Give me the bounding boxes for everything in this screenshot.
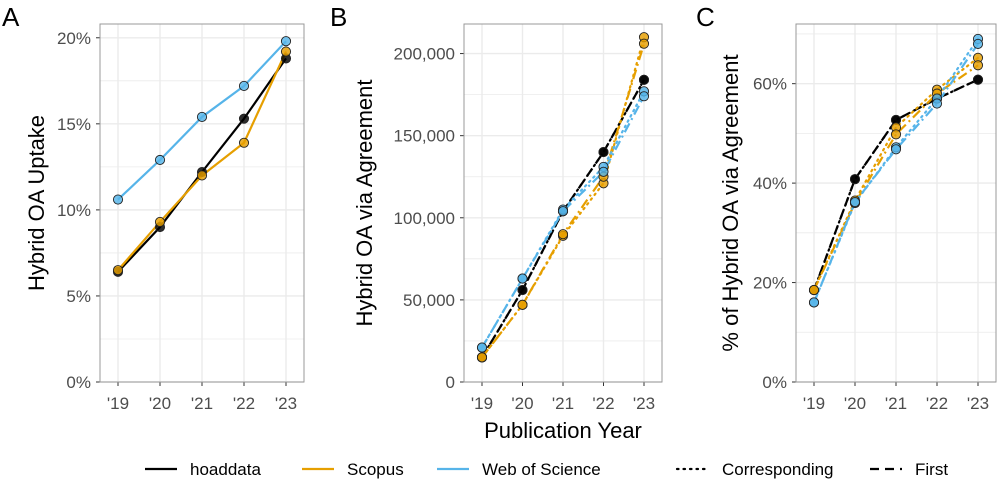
panel-b-point-hoaddata-first-1 [517, 284, 528, 296]
panel-a-x-tick-label: '23 [275, 394, 297, 413]
panel-c-x-tick-label: '19 [803, 394, 825, 413]
panel-c: 0% 20% 40% 60% '19 '20 '21 '22 '23 % of Hybrid OA… [718, 23, 997, 413]
panel-b-x-tick-label: '20 [511, 394, 533, 413]
panel-b-y-tick-label: 150,000 [394, 127, 455, 146]
panel-c-point-hoaddata-first-4 [972, 74, 984, 85]
panel-a-label: A [2, 2, 20, 32]
panel-b-y-tick-label: 50,000 [403, 291, 455, 310]
panel-a-x-tick-label: '21 [191, 394, 213, 413]
panel-a-x-tick-label: '22 [233, 394, 255, 413]
panel-a-frame [99, 23, 305, 383]
panel-c-point-web-of-science-first-2 [890, 144, 902, 155]
panel-c-point-scopus-first-4 [972, 60, 984, 71]
panel-a: 0% 5% 10% 15% 20% '19 '20 '21 '22 '23 Hybrid OA Up… [24, 23, 305, 413]
panel-b-x-tick-label: '21 [552, 394, 574, 413]
panel-a-point-web-of-science-1 [154, 154, 166, 166]
panel-a-point-scopus-0 [112, 265, 124, 276]
legend-label-hoaddata: hoaddata [190, 460, 261, 479]
panel-b-point-scopus-first-1 [517, 299, 528, 310]
panel-b-y-axis-title: Hybrid OA via Agreement [352, 79, 377, 326]
panel-c-y-tick-label: 60% [753, 75, 787, 94]
legend: hoaddata Scopus Web of Science Correspon… [145, 460, 948, 479]
panel-c-series-hoaddata-first-line [812, 78, 979, 291]
panel-b-point-scopus-first-2 [557, 229, 569, 240]
panel-c-series-scopus-first-line [813, 64, 979, 291]
legend-label-scopus: Scopus [347, 460, 404, 479]
panel-a-point-web-of-science-2 [196, 111, 208, 122]
panel-c-y-tick-label: 40% [753, 174, 787, 193]
panel-b-point-web-of-science-first-1 [517, 273, 528, 284]
panel-b-series-web-of-science-corresponding-line [480, 90, 646, 349]
panel-c-x-tick-label: '23 [967, 394, 989, 413]
panel-c-point-scopus-first-2 [890, 129, 902, 140]
panel-a-y-tick-label: 15% [57, 115, 91, 134]
panel-c-y-tick-label: 20% [753, 274, 787, 293]
panel-c-y-axis-title: % of Hybrid OA via Agreement [718, 54, 743, 351]
panel-a-point-scopus-3 [238, 137, 250, 148]
panel-b-y-tick-label: 0 [446, 373, 455, 392]
panel-a-y-axis-title: Hybrid OA Uptake [24, 115, 49, 291]
panel-b-y-tick-label: 100,000 [394, 209, 455, 228]
panel-c-y-tick-label: 0% [762, 373, 787, 392]
panel-b-point-web-of-science-first-4 [638, 91, 650, 102]
panel-a-point-scopus-2 [196, 170, 208, 181]
panel-b-point-web-of-science-first-0 [476, 342, 488, 353]
panel-c-x-tick-label: '21 [885, 394, 907, 413]
panel-c-series-web-of-science-corresponding-line [812, 37, 980, 304]
panel-b-point-web-of-science-first-2 [557, 206, 569, 217]
panel-b-x-tick-label: '23 [633, 394, 655, 413]
panel-a-point-web-of-science-0 [112, 194, 124, 205]
panel-b-point-web-of-science-first-3 [598, 166, 609, 177]
panel-b-point-hoaddata-first-4 [638, 74, 650, 85]
panel-a-point-hoaddata-3 [238, 113, 250, 124]
panel-b-x-tick-label: '22 [592, 394, 614, 413]
panel-c-point-scopus-first-0 [808, 284, 820, 296]
panel-b-y-tick-label: 200,000 [394, 45, 455, 64]
panel-c-point-web-of-science-first-0 [808, 297, 820, 308]
panel-b-frame [463, 23, 663, 383]
panel-a-x-tick-label: '19 [107, 394, 129, 413]
panel-b: 0 50,000 100,000 150,000 200,000 '19 '20 '21 '22… [352, 23, 663, 443]
panel-c-x-tick-label: '20 [844, 394, 866, 413]
panel-c-frame [795, 23, 997, 383]
panel-c-point-hoaddata-first-1 [849, 174, 861, 185]
panel-b-label: B [330, 2, 347, 32]
panel-b-point-hoaddata-first-3 [598, 147, 609, 158]
panel-b-x-tick-label: '19 [471, 394, 493, 413]
panel-c-point-web-of-science-first-3 [931, 98, 943, 109]
panel-b-x-axis-title: Publication Year [484, 418, 642, 443]
panel-b-point-scopus-first-4 [638, 38, 650, 49]
panel-a-y-tick-label: 5% [66, 287, 91, 306]
panel-a-point-scopus-1 [154, 216, 166, 227]
panel-a-point-scopus-4 [280, 46, 292, 57]
panel-a-x-tick-label: '20 [149, 394, 171, 413]
panel-a-point-web-of-science-4 [280, 36, 292, 47]
panel-c-point-web-of-science-first-1 [849, 196, 861, 208]
panel-c-label: C [696, 2, 715, 32]
panel-a-y-tick-label: 20% [57, 29, 91, 48]
panel-a-y-tick-label: 0% [66, 373, 91, 392]
panel-b-point-scopus-first-0 [476, 352, 488, 363]
panel-a-point-web-of-science-3 [238, 80, 250, 92]
panel-b-series-web-of-science-first-line [481, 95, 645, 349]
panel-c-point-web-of-science-first-4 [972, 38, 984, 49]
panel-c-x-tick-label: '22 [926, 394, 948, 413]
legend-label-corresponding: Corresponding [722, 460, 834, 479]
legend-label-first: First [915, 460, 948, 479]
panel-a-y-tick-label: 10% [57, 201, 91, 220]
legend-label-wos: Web of Science [482, 460, 601, 479]
